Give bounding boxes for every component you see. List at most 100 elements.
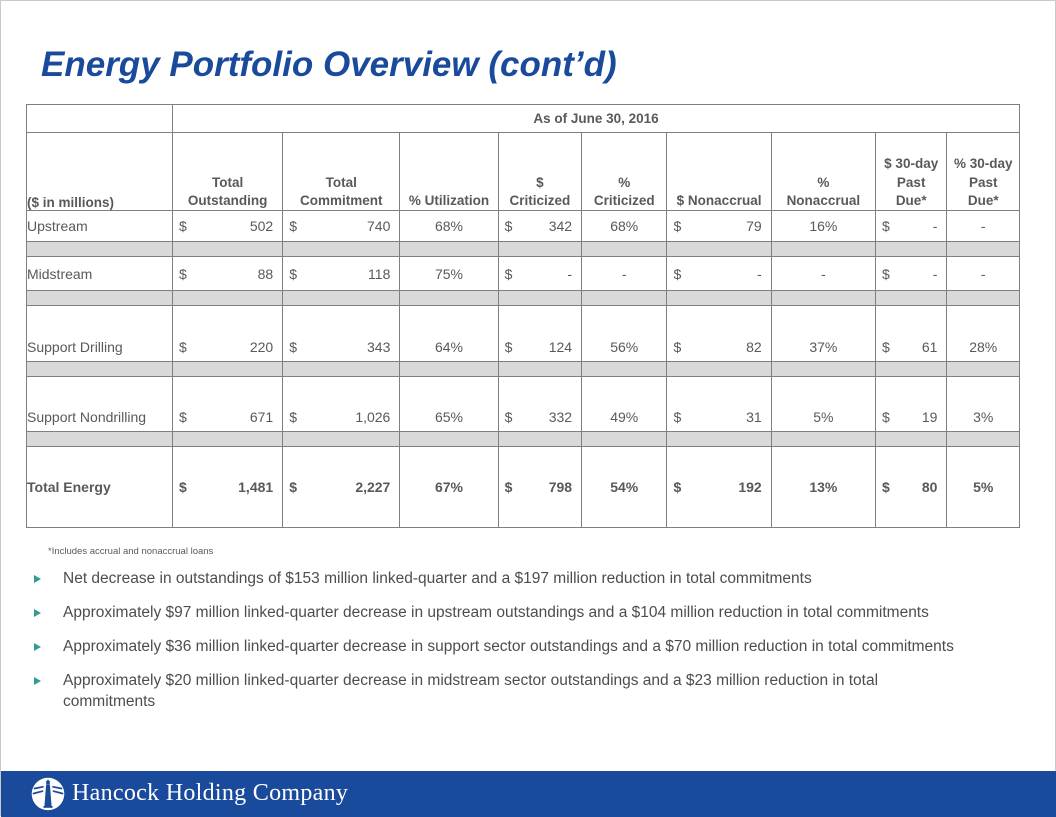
money-cell: $740 [282, 210, 401, 242]
money-cell: $2,227 [282, 446, 401, 528]
column-header: $ Nonaccrual [666, 132, 772, 211]
spacer-cell [171, 241, 284, 257]
spacer-cell [282, 241, 401, 257]
money-cell: $79 [666, 210, 772, 242]
corner-blank-cell [26, 104, 173, 133]
bullet-item: Approximately $97 million linked-quarter… [34, 602, 974, 623]
spacer-cell [946, 431, 1020, 447]
percent-cell: 5% [946, 446, 1020, 528]
spacer-cell [581, 361, 668, 377]
table-row-total-energy: Total Energy $1,481 $2,227 67% $798 54% $192 13… [26, 446, 1020, 528]
spacer-cell [946, 290, 1020, 306]
money-cell: $61 [874, 305, 948, 362]
spacer-cell [282, 361, 401, 377]
percent-cell: - [946, 256, 1020, 291]
bullet-text: Net decrease in outstandings of $153 mil… [63, 570, 812, 587]
spacer-cell [497, 361, 583, 377]
as-of-header: As of June 30, 2016 [171, 104, 1021, 133]
percent-cell: 64% [399, 305, 499, 362]
spacer-cell [399, 431, 499, 447]
percent-cell: - [770, 256, 876, 291]
spacer-cell [666, 241, 772, 257]
spacer-cell [770, 431, 876, 447]
column-header-row: ($ in millions) Total Outstanding Total C… [26, 132, 1020, 211]
spacer-cell [874, 431, 948, 447]
bullet-item: Approximately $20 million linked-quarter… [34, 670, 974, 712]
spacer-cell [581, 290, 668, 306]
spacer-cell [497, 290, 583, 306]
bullet-text: Approximately $20 million linked-quarter… [63, 672, 879, 710]
spacer-cell [171, 290, 284, 306]
spacer-cell [282, 290, 401, 306]
money-cell: $124 [497, 305, 583, 362]
spacer-cell [171, 361, 284, 377]
table-row-midstream: Midstream $88 $118 75% $ - - $ - - $ - - [26, 256, 1020, 291]
money-cell: $332 [497, 376, 583, 432]
money-cell: $1,481 [171, 446, 284, 528]
gray-spacer-row [26, 361, 1020, 377]
spacer-cell [666, 431, 772, 447]
money-cell: $ - [666, 256, 772, 291]
bullet-text: Approximately $97 million linked-quarter… [63, 604, 929, 621]
percent-cell: 5% [770, 376, 876, 432]
spacer-cell [26, 361, 173, 377]
table-row-support-nondrilling: Support Nondrilling $671 $1,026 65% $332 49% $… [26, 376, 1020, 432]
bullet-triangle-icon [34, 677, 41, 685]
spacer-cell [497, 431, 583, 447]
gray-spacer-row [26, 431, 1020, 447]
percent-cell: 16% [770, 210, 876, 242]
column-header: $ 30-day Past Due* [874, 132, 948, 211]
footer-bar: Hancock Holding Company [1, 771, 1056, 817]
percent-cell: 65% [399, 376, 499, 432]
percent-cell: 37% [770, 305, 876, 362]
row-label: Total Energy [26, 446, 173, 528]
money-cell: $502 [171, 210, 284, 242]
spacer-cell [770, 241, 876, 257]
spacer-cell [399, 361, 499, 377]
spacer-cell [666, 290, 772, 306]
column-header: Total Commitment [282, 132, 401, 211]
percent-cell: - [581, 256, 668, 291]
footer-company-name: Hancock Holding Company [72, 779, 349, 806]
column-header: Total Outstanding [171, 132, 284, 211]
bullet-list: Net decrease in outstandings of $153 mil… [34, 568, 974, 725]
page-title: Energy Portfolio Overview (cont’d) [41, 45, 617, 84]
spacer-cell [946, 241, 1020, 257]
bullet-triangle-icon [34, 643, 41, 651]
spacer-cell [282, 431, 401, 447]
table-footnote: *Includes accrual and nonaccrual loans [48, 546, 214, 557]
percent-cell: 75% [399, 256, 499, 291]
percent-cell: 67% [399, 446, 499, 528]
money-cell: $343 [282, 305, 401, 362]
column-header: % Criticized [581, 132, 668, 211]
row-label: Midstream [26, 256, 173, 291]
corner-label: ($ in millions) [26, 132, 173, 211]
percent-cell: 54% [581, 446, 668, 528]
percent-cell: 68% [399, 210, 499, 242]
spacer-cell [399, 241, 499, 257]
spacer-cell [874, 361, 948, 377]
money-cell: $80 [874, 446, 948, 528]
energy-table: As of June 30, 2016 ($ in millions) Tota… [26, 104, 1021, 528]
percent-cell: 28% [946, 305, 1020, 362]
money-cell: $82 [666, 305, 772, 362]
column-header: % 30-day Past Due* [946, 132, 1020, 211]
percent-cell: 56% [581, 305, 668, 362]
spacer-cell [770, 361, 876, 377]
lighthouse-logo-icon [31, 777, 65, 811]
percent-cell: 68% [581, 210, 668, 242]
column-header: % Nonaccrual [770, 132, 876, 211]
spacer-cell [26, 290, 173, 306]
percent-cell: 13% [770, 446, 876, 528]
money-cell: $118 [282, 256, 401, 291]
column-header: $ Criticized [497, 132, 583, 211]
spacer-cell [666, 361, 772, 377]
money-cell: $342 [497, 210, 583, 242]
percent-cell: 49% [581, 376, 668, 432]
column-header: % Utilization [399, 132, 499, 211]
spacer-cell [581, 241, 668, 257]
energy-table-container: As of June 30, 2016 ($ in millions) Tota… [26, 104, 1021, 528]
spacer-cell [171, 431, 284, 447]
money-cell: $31 [666, 376, 772, 432]
money-cell: $220 [171, 305, 284, 362]
